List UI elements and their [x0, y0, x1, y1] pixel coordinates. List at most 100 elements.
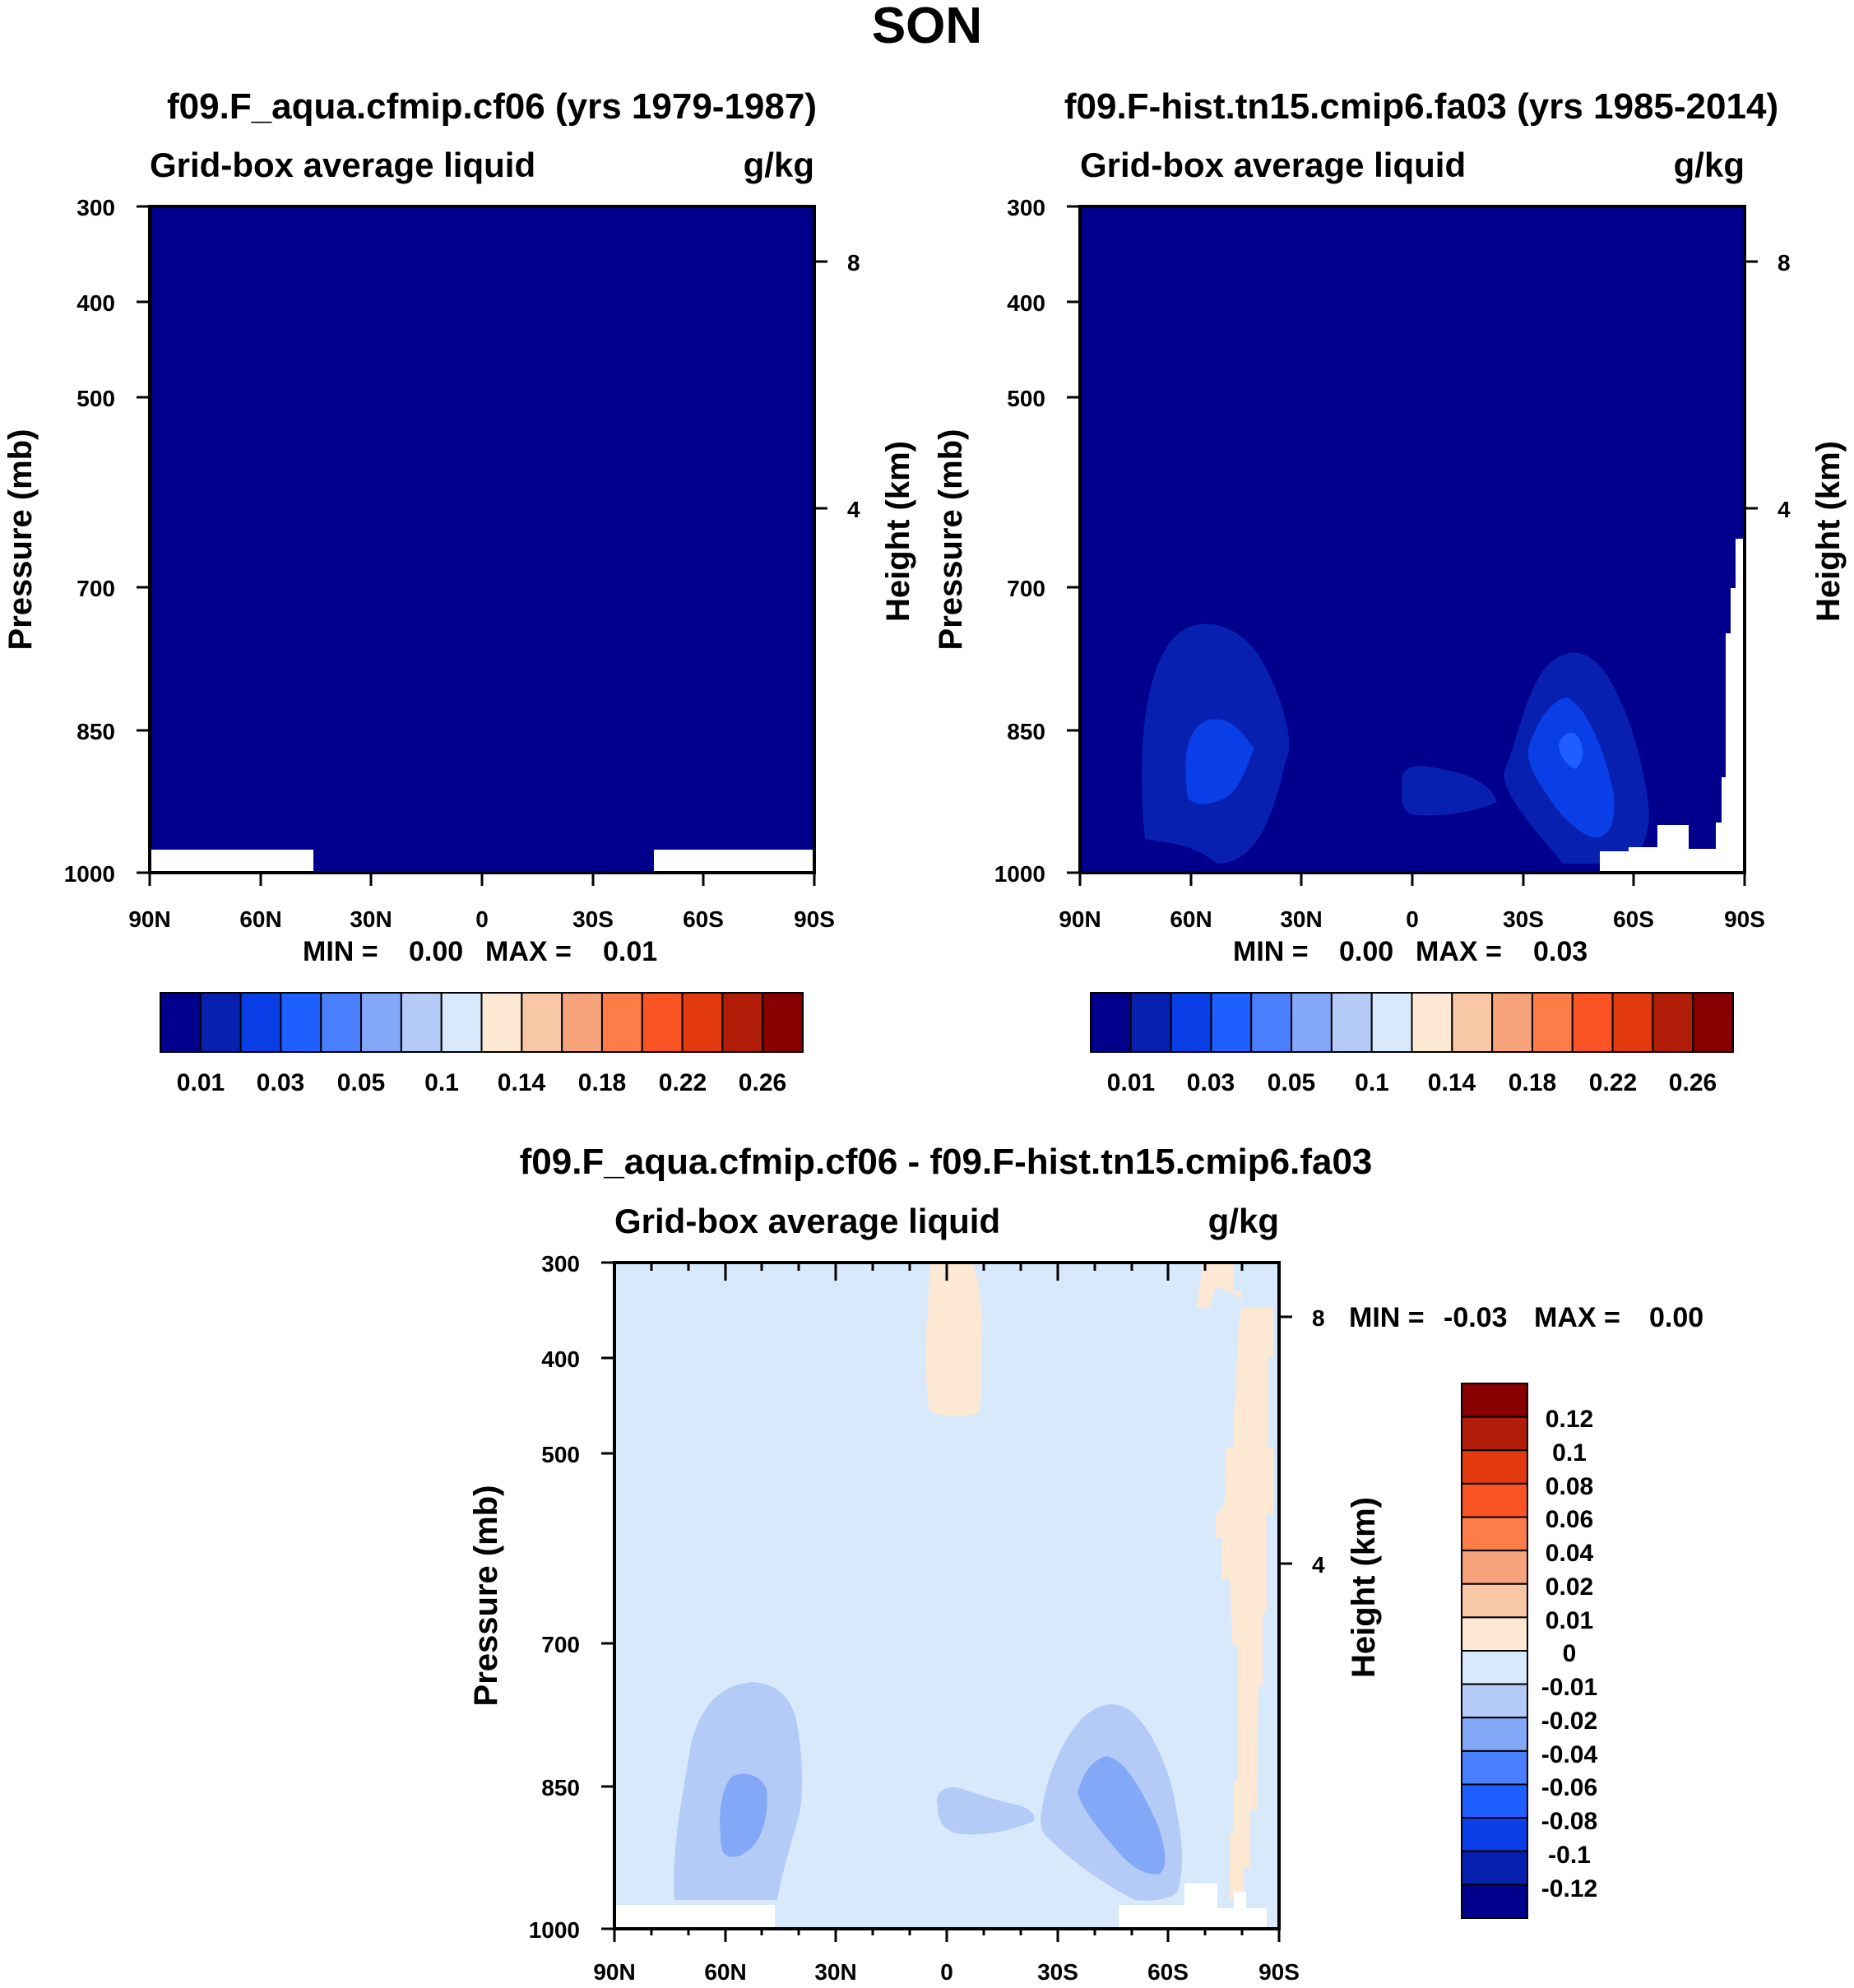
panel-b-colorbar-swatch: [1210, 992, 1253, 1053]
panel-diff-ytick-label: 850: [541, 1775, 580, 1800]
panel-diff-colorbar-swatch: [1461, 1516, 1528, 1552]
panel-a-colorbar-swatch: [521, 992, 563, 1053]
panel-b-missing-region: [1600, 539, 1745, 873]
panel-a-colorbar-swatch: [320, 992, 363, 1053]
panel-b-xtick-label: 0: [1406, 906, 1419, 932]
panel-diff-colorbar-label: 0: [1563, 1640, 1577, 1667]
panel-b-colorbar-label: 0.18: [1509, 1069, 1556, 1096]
panel-a-colorbar-swatch: [762, 992, 804, 1053]
panel-a-colorbar-swatch: [561, 992, 603, 1053]
panel-diff-colorbar-swatch: [1461, 1749, 1528, 1786]
panel-diff-plot-area: [613, 1261, 1281, 1930]
panel-diff-colorbar-label: 0.06: [1546, 1506, 1593, 1533]
panel-b-y-axis-label-right: Height (km): [1810, 441, 1847, 622]
panel-diff-y-axis-label: Pressure (mb): [468, 1485, 504, 1707]
panel-diff: f09.F_aqua.cfmip.cf06 - f09.F-hist.tn15.…: [468, 1142, 1703, 1985]
panel-a-ytick-label: 850: [76, 719, 115, 744]
panel-b-contour-north-inner: [1185, 719, 1254, 804]
panel-diff-colorbar-label: 0.04: [1546, 1540, 1594, 1567]
panel-diff-max-label: MAX =: [1534, 1302, 1620, 1333]
panel-b-ytick-label: 500: [1007, 386, 1045, 411]
panel-b-subtitle-left: Grid-box average liquid: [1080, 146, 1466, 184]
panel-a-field-background: [150, 206, 814, 873]
panel-b-ytick-label: 850: [1007, 719, 1045, 744]
panel-b-colorbar-swatch: [1531, 992, 1574, 1053]
panel-a-colorbar-swatch: [440, 992, 483, 1053]
panel-diff-colorbar-swatch: [1461, 1683, 1528, 1719]
panel-b-colorbar-swatch: [1571, 992, 1614, 1053]
panel-b-xtick-label: 30S: [1503, 906, 1544, 932]
panel-diff-colorbar-swatch: [1461, 1383, 1528, 1418]
panel-b-colorbar-label: 0.1: [1355, 1069, 1389, 1096]
panel-diff-contour-south-inner: [1078, 1756, 1166, 1874]
panel-diff-minor-ticks: [650, 1263, 1244, 1935]
panel-b-ytick-right-label: 8: [1778, 250, 1791, 276]
panel-a-min-max: MIN = 0.00 MAX = 0.01: [303, 936, 657, 967]
panel-a-colorbar-swatch: [400, 992, 443, 1053]
panel-a-xtick-label: 60S: [683, 906, 724, 932]
panel-a-xtick-label: 90S: [794, 906, 835, 932]
panel-diff-contour-north-inner: [720, 1773, 767, 1857]
panel-a-xtick-label: 60N: [239, 906, 281, 932]
panel-diff-colorbar-swatch: [1461, 1783, 1528, 1819]
panel-diff-contour-equator-positive: [925, 1264, 982, 1416]
panel-b-y-axis-label: Pressure (mb): [933, 429, 969, 651]
panel-a-colorbar: [160, 992, 804, 1053]
panel-b-ytick-label: 400: [1007, 290, 1045, 316]
panel-diff-colorbar-label: -0.02: [1541, 1708, 1597, 1735]
panel-a-x-ticks: 90N 60N 30N 0 30S 60S 90S: [128, 873, 835, 932]
panel-a-subtitle-right: g/kg: [744, 146, 814, 184]
panel-a-ytick-right-label: 8: [847, 250, 860, 276]
panel-b-colorbar-swatch: [1250, 992, 1293, 1053]
panel-a-colorbar-label: 0.22: [659, 1069, 707, 1096]
panel-b-xtick-label: 30N: [1280, 906, 1322, 932]
panel-b-colorbar-swatch: [1370, 992, 1413, 1053]
panel-b-colorbar-swatch: [1330, 992, 1373, 1053]
panel-b-colorbar-swatch: [1291, 992, 1333, 1053]
panel-a-title: f09.F_aqua.cfmip.cf06 (yrs 1979-1987): [167, 86, 817, 127]
panel-diff-colorbar-swatch: [1461, 1616, 1528, 1652]
panel-a-y-ticks: 300 400 500 700 850 1000 8 4: [64, 195, 860, 887]
panel-diff-missing-region-south: [1119, 1884, 1267, 1929]
panel-b-colorbar-label: 0.01: [1107, 1069, 1155, 1096]
panel-a-xtick-label: 30N: [350, 906, 392, 932]
panel-a-colorbar-label: 0.05: [337, 1069, 385, 1096]
panel-diff-xtick-label: 30N: [814, 1959, 856, 1985]
panel-diff-ytick-label: 300: [541, 1251, 580, 1277]
panel-diff-colorbar-label: 0.02: [1546, 1573, 1593, 1601]
panel-b-colorbar-labels: 0.01 0.03 0.05 0.1 0.14 0.18 0.22 0.26: [1107, 1069, 1717, 1096]
panel-b-subtitle-right: g/kg: [1674, 146, 1745, 184]
panel-diff-xtick-label: 60S: [1147, 1959, 1189, 1985]
panel-diff-contour-equator-negative: [937, 1786, 1035, 1835]
panel-diff-colorbar-swatch: [1461, 1416, 1528, 1452]
panel-diff-colorbar-swatch: [1461, 1884, 1528, 1920]
panel-b-colorbar-swatch: [1129, 992, 1172, 1053]
panel-a-xtick-label: 0: [475, 906, 489, 932]
panel-a-colorbar-swatch: [721, 992, 764, 1053]
panel-b-contour-equator: [1401, 766, 1497, 816]
panel-a-plot-area: [148, 205, 816, 874]
page-title: SON: [872, 0, 982, 54]
panel-a-xtick-label: 90N: [128, 906, 170, 932]
panel-a-colorbar-label: 0.03: [257, 1069, 304, 1096]
panel-b-title: f09.F-hist.tn15.cmip6.fa03 (yrs 1985-201…: [1064, 86, 1778, 127]
panel-diff-subtitle-left: Grid-box average liquid: [614, 1202, 1000, 1240]
panel-a-colorbar-label: 0.18: [578, 1069, 626, 1096]
panel-b-colorbar-swatch: [1611, 992, 1654, 1053]
panel-b-max-label: MAX =: [1416, 936, 1502, 967]
panel-b-xtick-label: 60S: [1613, 906, 1654, 932]
panel-b-ytick-right-label: 4: [1778, 497, 1791, 522]
panel-b-colorbar-swatch: [1491, 992, 1533, 1053]
panel-diff-colorbar-swatch: [1461, 1482, 1528, 1518]
panel-diff-colorbar-label: 0.1: [1552, 1439, 1587, 1467]
panel-a-y-axis-label: Pressure (mb): [2, 429, 39, 651]
panel-diff-colorbar: [1461, 1383, 1528, 1920]
panel-a-colorbar-swatch: [239, 992, 282, 1053]
panel-a-y-axis-label-right: Height (km): [880, 441, 916, 622]
panel-a-colorbar-label: 0.26: [739, 1069, 786, 1096]
panel-a-colorbar-swatch: [681, 992, 724, 1053]
panel-b-xtick-label: 90N: [1059, 906, 1101, 932]
panel-a-ytick-label: 400: [76, 290, 115, 316]
panel-b-colorbar-label: 0.26: [1669, 1069, 1717, 1096]
panel-a-colorbar-swatch: [199, 992, 242, 1053]
